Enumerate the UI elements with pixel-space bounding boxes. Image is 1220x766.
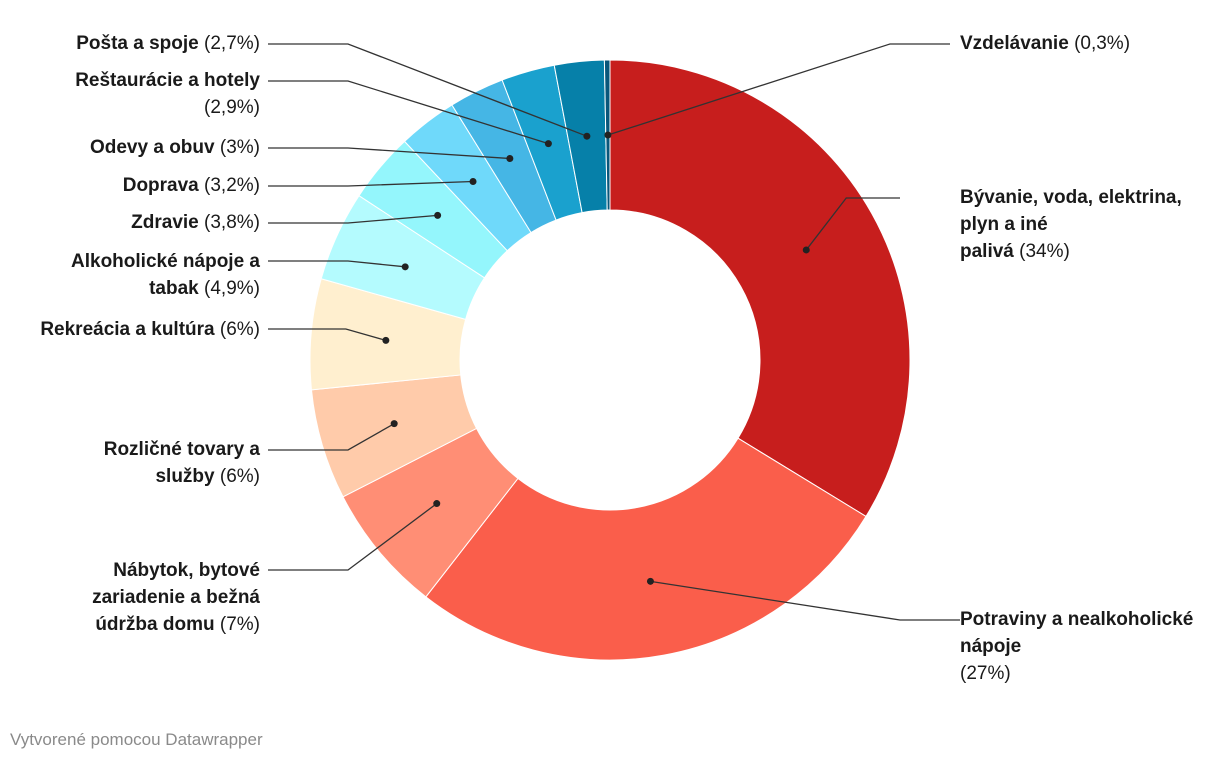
label-restauracie-name: Reštaurácie a hotely (75, 70, 260, 91)
leader-dot-6 (434, 211, 442, 219)
label-rozlicne-pct: (6%) (219, 466, 260, 487)
leader-line-1 (650, 580, 960, 621)
label-zdravie: Zdravie (3,8%) (131, 209, 260, 236)
label-rekreacia-name: Rekreácia a kultúra (40, 319, 215, 340)
leader-dot-0 (802, 246, 810, 254)
label-zdravie-pct: (3,8%) (204, 212, 260, 233)
label-vzdelavanie: Vzdelávanie (0,3%) (960, 30, 1130, 57)
label-doprava-pct: (3,2%) (204, 175, 260, 196)
leader-line-11 (607, 43, 950, 136)
label-byvanie-name2: palivá (960, 241, 1014, 262)
label-rozlicne-name: Rozličné tovary a služby (103, 439, 260, 487)
slice-0 (609, 59, 911, 518)
leader-line-3 (268, 423, 395, 451)
donut-slices (309, 59, 911, 661)
label-restauracie: Reštaurácie a hotely (2,9%) (20, 67, 260, 121)
label-alkohol-name: Alkoholické nápoje a tabak (71, 251, 260, 299)
leader-dot-10 (583, 132, 591, 140)
label-posta: Pošta a spoje (2,7%) (76, 30, 260, 57)
leader-line-10 (268, 43, 588, 137)
label-alkohol: Alkoholické nápoje a tabak (4,9%) (20, 248, 260, 302)
label-odevy-name: Odevy a obuv (89, 137, 215, 158)
leader-line-5 (268, 260, 406, 268)
leader-dot-8 (506, 155, 514, 163)
label-doprava-name: Doprava (122, 175, 199, 196)
label-byvanie: Bývanie, voda, elektrina, plyn a iné pal… (960, 184, 1190, 265)
label-potraviny-pct: (27%) (960, 663, 1011, 684)
leader-line-2 (268, 503, 438, 571)
label-odevy: Odevy a obuv (3%) (90, 134, 260, 161)
label-byvanie-name: Bývanie, voda, elektrina, plyn a iné (960, 187, 1182, 235)
label-potraviny: Potraviny a nealkoholické nápoje (27%) (960, 606, 1200, 687)
leader-line-9 (268, 80, 549, 145)
label-nabytok-name: Nábytok, bytové zariadenie a bežná údržb… (92, 560, 260, 635)
leader-lines (268, 43, 960, 621)
label-restauracie-pct: (2,9%) (204, 97, 260, 118)
leader-line-0 (805, 197, 900, 251)
leader-line-6 (268, 214, 438, 224)
leader-dot-4 (382, 336, 390, 344)
label-alkohol-pct: (4,9%) (204, 278, 260, 299)
leader-dot-1 (646, 577, 654, 585)
leader-dot-3 (390, 420, 398, 428)
leader-dot-7 (469, 177, 477, 185)
leader-dot-2 (433, 500, 441, 508)
label-doprava: Doprava (3,2%) (123, 172, 260, 199)
label-odevy-pct: (3%) (219, 137, 260, 158)
label-rozlicne: Rozličné tovary a služby (6%) (60, 436, 260, 490)
label-potraviny-name: Potraviny a nealkoholické nápoje (960, 609, 1194, 657)
leader-dot-9 (544, 140, 552, 148)
label-nabytok-pct: (7%) (219, 614, 260, 635)
label-rekreacia-pct: (6%) (219, 319, 260, 340)
leader-line-7 (268, 180, 474, 187)
leader-line-4 (268, 328, 387, 342)
label-vzdelavanie-pct: (0,3%) (1074, 33, 1131, 54)
leader-dot-11 (604, 131, 612, 139)
label-posta-name: Pošta a spoje (76, 33, 199, 54)
label-nabytok: Nábytok, bytové zariadenie a bežná údržb… (40, 557, 260, 638)
slice-1 (425, 437, 867, 661)
leader-dot-5 (401, 263, 409, 271)
credit-text: Vytvorené pomocou Datawrapper (10, 730, 263, 749)
label-zdravie-name: Zdravie (131, 212, 199, 233)
label-vzdelavanie-name: Vzdelávanie (960, 33, 1069, 54)
label-rekreacia: Rekreácia a kultúra (6%) (30, 316, 260, 343)
label-posta-pct: (2,7%) (204, 33, 260, 54)
leader-line-8 (268, 147, 510, 160)
label-byvanie-pct: (34%) (1019, 241, 1070, 262)
